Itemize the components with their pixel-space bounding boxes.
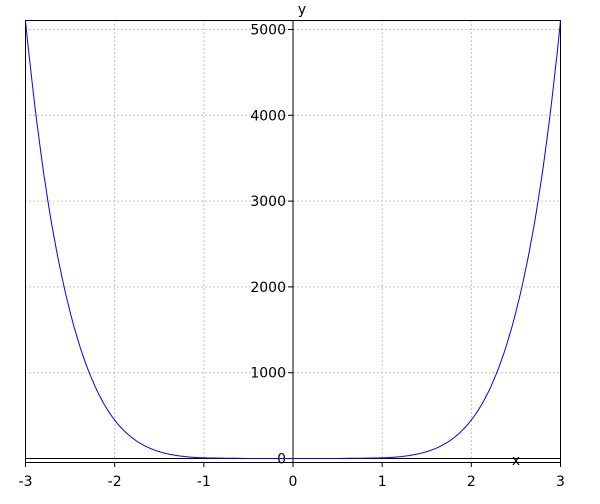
x-tick-label: 2 — [467, 474, 476, 490]
y-tick-label: 2000 — [250, 280, 286, 296]
x-tick-label: -1 — [197, 474, 211, 490]
y-tick-label: 4000 — [250, 108, 286, 124]
x-tick-label: 3 — [556, 474, 565, 490]
y-tick-label: 5000 — [250, 23, 286, 39]
x-tick-label: 0 — [289, 474, 298, 490]
y-tick-label: 1000 — [250, 366, 286, 382]
y-tick-label: 0 — [277, 452, 286, 468]
y-axis-label: y — [298, 2, 306, 18]
series-line — [25, 20, 561, 459]
x-axis-label: x — [512, 453, 520, 469]
y-tick-label: 3000 — [250, 194, 286, 210]
ticks: -3 -2 -1 0 1 2 3 0 1000 2000 3000 4000 5000 — [19, 23, 565, 491]
x-tick-label: -3 — [19, 474, 33, 490]
x-tick-label: 1 — [378, 474, 387, 490]
x-tick-label: -2 — [108, 474, 122, 490]
